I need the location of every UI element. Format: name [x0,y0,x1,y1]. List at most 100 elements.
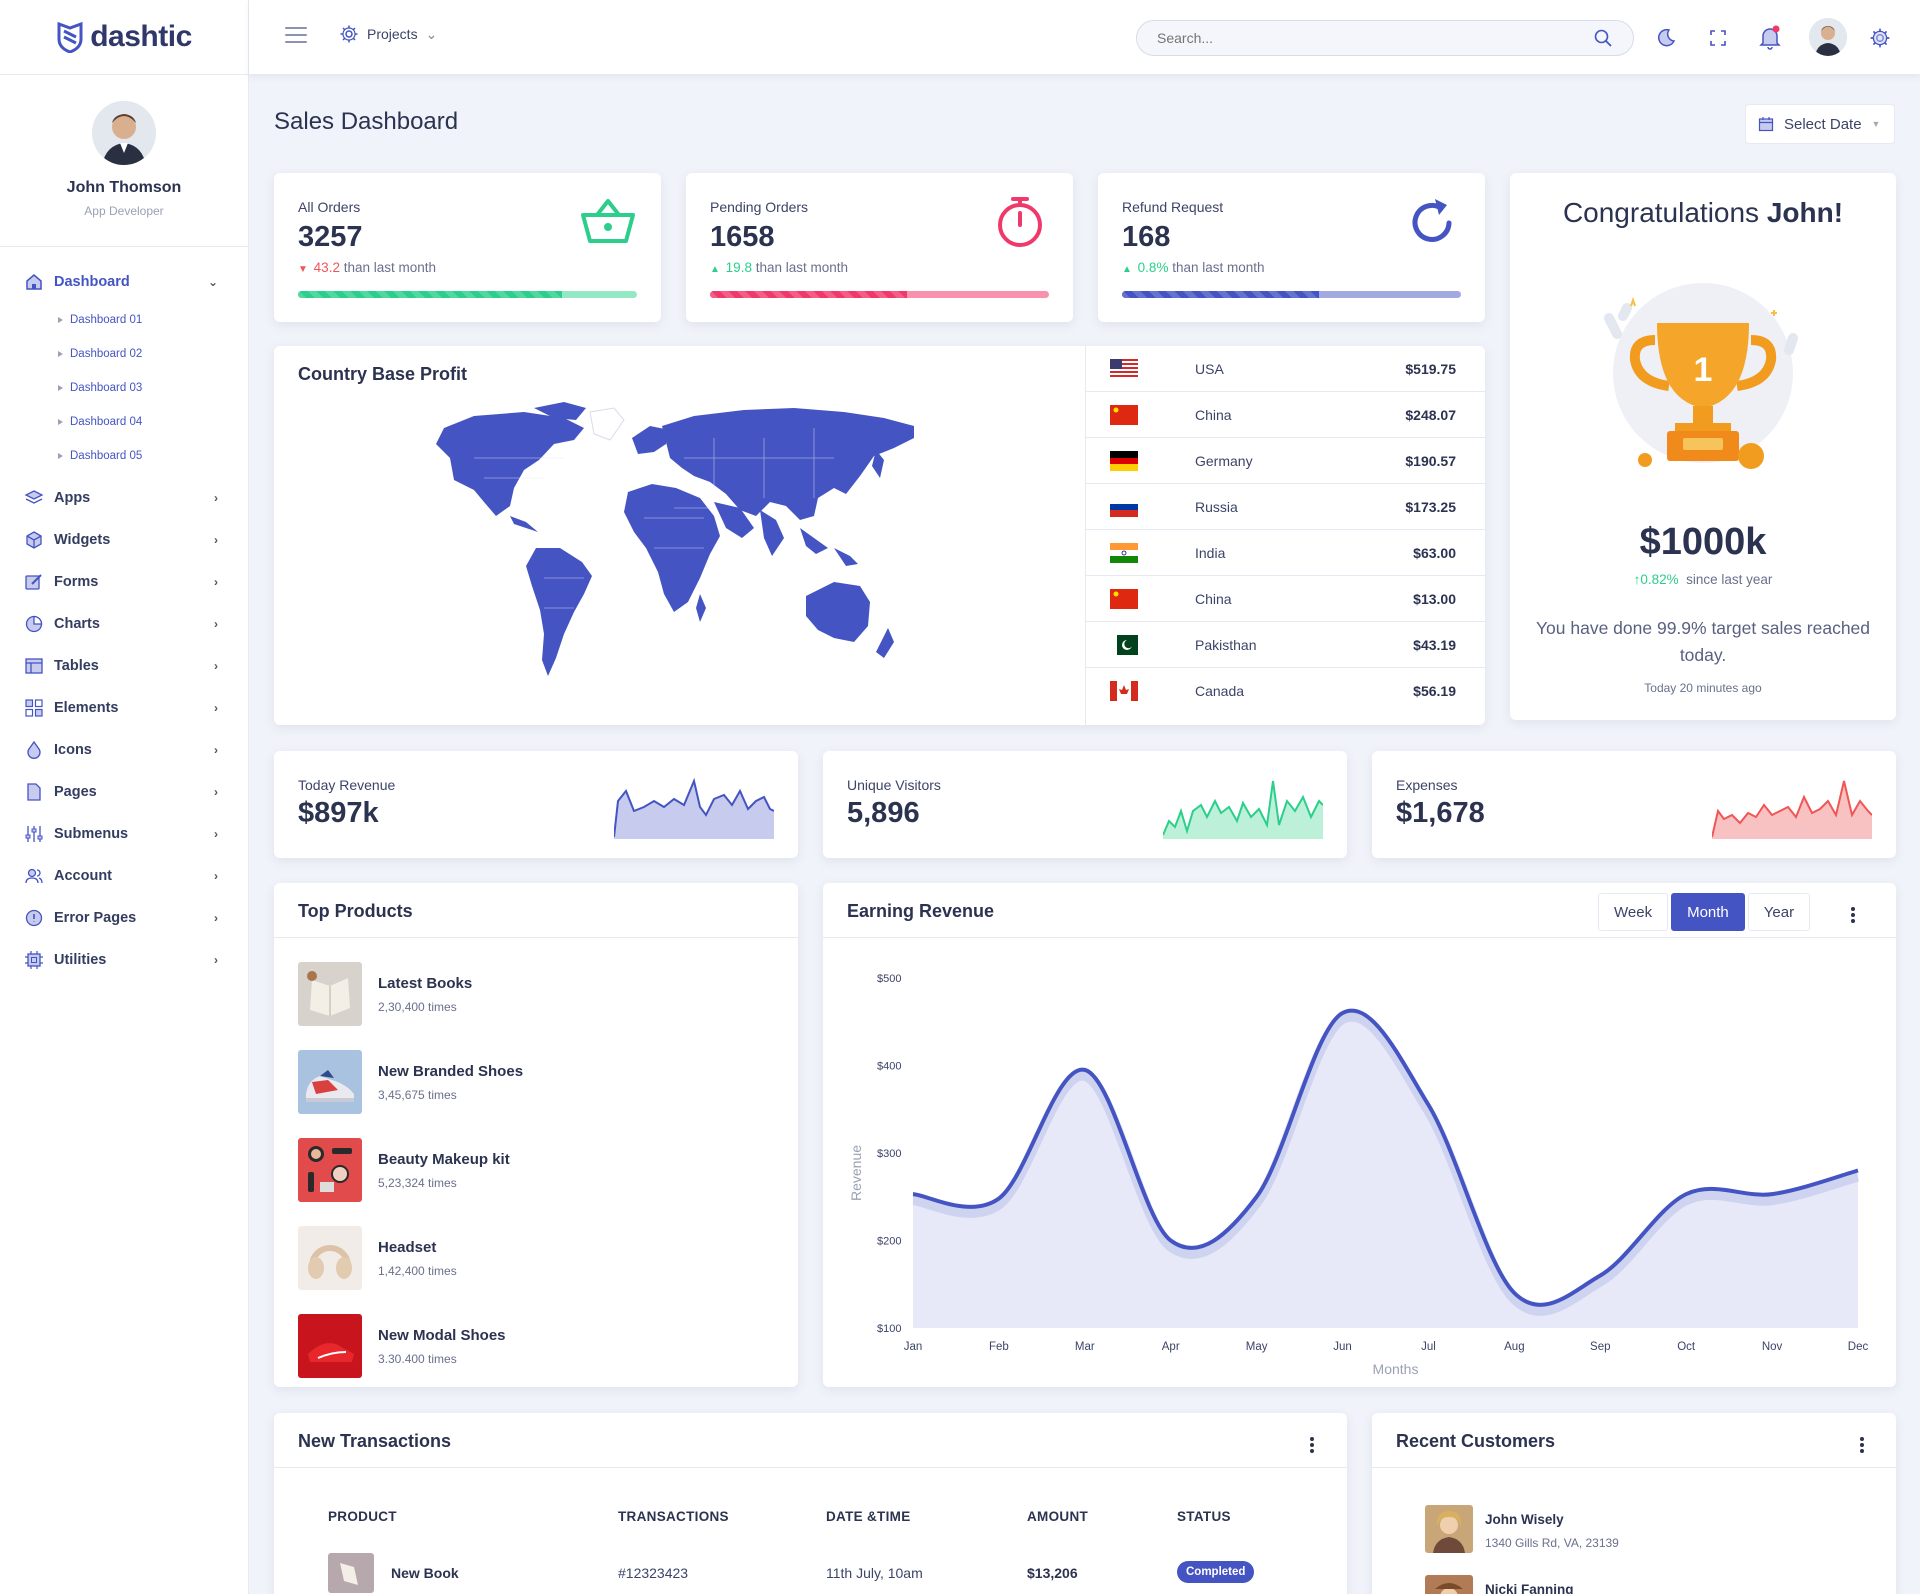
country-row[interactable]: Pakisthan $43.19 [1086,622,1485,668]
sidebar-item-elements[interactable]: Elements › [0,687,248,729]
product-item[interactable]: Latest Books 2,30,400 times [298,962,472,1026]
more-options-icon[interactable] [1851,907,1855,925]
sidebar-item-widgets[interactable]: Widgets › [0,519,248,561]
select-date-label: Select Date [1784,115,1862,133]
more-options-icon[interactable] [1860,1437,1864,1455]
stat-card-all-orders: All Orders 3257 ▼ 43.2 than last month [274,173,661,322]
notification-bell-icon[interactable] [1756,24,1784,52]
transactions-title: New Transactions [298,1431,452,1451]
sidebar-subitem-dashboard-02[interactable]: Dashboard 02 [0,337,248,371]
sidebar-subitem-dashboard-05[interactable]: Dashboard 05 [0,439,248,473]
column-header-amount[interactable]: AMOUNT [1027,1509,1089,1524]
projects-dropdown[interactable]: Projects ⌄ [339,24,437,44]
country-profit-card: Country Base Profit USA $519.75 [274,346,1485,725]
sidebar-item-tables[interactable]: Tables › [0,645,248,687]
stat-change-value: 43.2 [313,260,340,275]
edit-icon [24,572,44,592]
country-name: USA [1195,360,1224,377]
sidebar-item-pages[interactable]: Pages › [0,771,248,813]
tab-week[interactable]: Week [1598,893,1669,931]
product-item[interactable]: Beauty Makeup kit 5,23,324 times [298,1138,510,1202]
congrats-time: Today 20 minutes ago [1644,681,1762,695]
search-input[interactable] [1157,30,1593,46]
sidebar-item-account[interactable]: Account › [0,855,248,897]
layers-icon [24,488,44,508]
brand-logo[interactable]: dashtic [0,0,248,75]
stat-value: 168 [1122,221,1171,253]
sidebar-item-label: Elements [54,700,119,716]
product-item[interactable]: Headset 1,42,400 times [298,1226,457,1290]
moon-icon[interactable] [1652,24,1680,52]
column-header-transactions[interactable]: TRANSACTIONS [618,1509,729,1524]
stat-label: Refund Request [1122,199,1224,215]
grid-icon [24,698,44,718]
sidebar-subitem-dashboard-01[interactable]: Dashboard 01 [0,303,248,337]
sidebar-item-submenus[interactable]: Submenus › [0,813,248,855]
more-options-icon[interactable] [1310,1437,1314,1455]
stat-progress-bar [298,291,637,298]
x-tick-label: Jan [904,1341,923,1353]
congrats-title-prefix: Congratulations [1562,197,1767,228]
country-row[interactable]: Russia $173.25 [1086,484,1485,530]
tab-month[interactable]: Month [1671,893,1745,931]
tab-year[interactable]: Year [1747,893,1811,931]
column-header-product[interactable]: PRODUCT [328,1509,397,1524]
country-row[interactable]: India $63.00 [1086,530,1485,576]
makeup-kit-thumbnail [298,1138,362,1202]
menu-toggle-icon[interactable] [285,27,307,48]
chevron-down-icon: ⌄ [207,275,218,289]
country-row[interactable]: Canada $56.19 [1086,668,1485,714]
profile-name[interactable]: John Thomson [66,179,182,196]
stat-change-text: than last month [1168,260,1265,275]
sidebar-subitem-dashboard-03[interactable]: Dashboard 03 [0,371,248,405]
profile-avatar[interactable] [92,101,156,165]
sidebar-item-utilities[interactable]: Utilities › [0,939,248,981]
arrow-up-icon: ▲ [710,264,720,275]
trophy-label: 1 [1693,351,1713,389]
country-row[interactable]: China $13.00 [1086,576,1485,622]
search-icon[interactable] [1593,28,1613,48]
customers-title: Recent Customers [1396,1431,1556,1451]
earning-revenue-chart[interactable]: $100 $200 $300 $400 $500 Jan Feb Mar Apr May Jun Ju… [823,938,1896,1387]
sidebar-item-dashboard[interactable]: Dashboard ⌄ [0,261,248,303]
column-header-date-time[interactable]: DATE &TIME [826,1509,911,1524]
search-bar[interactable] [1136,20,1634,56]
sidebar-item-charts[interactable]: Charts › [0,603,248,645]
sliders-icon [24,824,44,844]
arrow-up-icon: ↑ [1633,572,1641,587]
congrats-name: John! [1766,197,1844,228]
country-row[interactable]: USA $519.75 [1086,346,1485,392]
select-date-button[interactable]: Select Date ▼ [1745,104,1895,144]
country-row[interactable]: China $248.07 [1086,392,1485,438]
sidebar-nav: Dashboard ⌄ Dashboard 01 Dashboard 02 Da… [0,247,248,981]
world-map[interactable] [414,398,934,698]
sidebar-item-apps[interactable]: Apps › [0,477,248,519]
product-item[interactable]: New Branded Shoes 3,45,675 times [298,1050,523,1114]
stat-change-text: than last month [339,260,437,275]
sidebar-item-forms[interactable]: Forms › [0,561,248,603]
transaction-status: Completed [1177,1561,1255,1583]
earning-revenue-card: Earning Revenue Week Month Year $100 $200… [823,883,1896,1387]
user-avatar[interactable] [1809,18,1847,56]
fullscreen-icon[interactable] [1704,24,1732,52]
settings-gear-icon[interactable] [1866,24,1894,52]
sidebar-item-label: Widgets [54,532,111,548]
mini-label: Expenses [1396,777,1458,793]
revenue-sparkline [614,777,774,839]
sidebar-item-error-pages[interactable]: Error Pages › [0,897,248,939]
y-tick-label: $400 [877,1061,901,1073]
stat-change-text: than last month [751,260,849,275]
country-amount: $56.19 [1413,683,1456,699]
alert-circle-icon [24,908,44,928]
stat-card-refund-request: Refund Request 168 ▲ 0.8% than last mont… [1098,173,1485,322]
chevron-right-icon: › [214,743,218,757]
column-header-status[interactable]: STATUS [1177,1509,1231,1524]
product-item[interactable]: New Modal Shoes 3.30.400 times [298,1314,506,1378]
sidebar-item-label: Icons [54,742,92,758]
sidebar-item-icons[interactable]: Icons › [0,729,248,771]
brand-name: dashtic [90,20,192,53]
country-row[interactable]: Germany $190.57 [1086,438,1485,484]
sidebar-subitem-dashboard-04[interactable]: Dashboard 04 [0,405,248,439]
profile-role: App Developer [84,204,164,218]
transaction-product: New Book [391,1565,459,1581]
